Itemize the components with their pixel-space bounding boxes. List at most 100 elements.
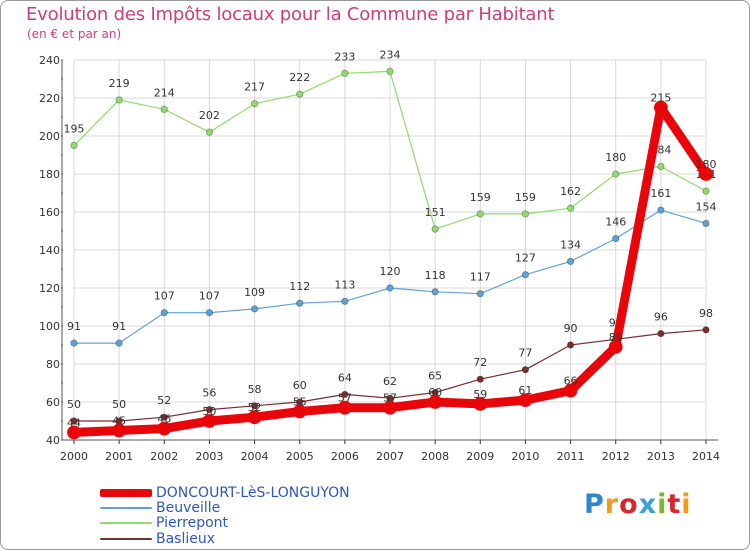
data-label-beuveille: 120 xyxy=(380,265,401,278)
data-label-baslieux: 56 xyxy=(202,387,216,400)
legend-item-baslieux: Baslieux xyxy=(100,531,215,547)
data-label-beuveille: 118 xyxy=(425,269,446,282)
data-label-pierrepont: 151 xyxy=(425,206,446,219)
data-label-baslieux: 96 xyxy=(654,311,668,324)
logo-letter: r xyxy=(604,489,620,520)
data-label-beuveille: 112 xyxy=(289,280,310,293)
data-point-beuveille xyxy=(657,206,665,214)
data-label-beuveille: 134 xyxy=(560,238,581,251)
data-label-doncourt: 52 xyxy=(248,401,262,414)
data-point-beuveille xyxy=(702,219,710,227)
data-point-doncourt xyxy=(157,421,172,436)
data-label-baslieux: 50 xyxy=(112,398,126,411)
legend-item-pierrepont: Pierrepont xyxy=(100,515,228,531)
data-label-beuveille: 117 xyxy=(470,271,491,284)
data-point-doncourt xyxy=(112,423,127,438)
x-tick-label: 2006 xyxy=(331,450,359,463)
data-label-pierrepont: 233 xyxy=(334,50,355,63)
proxiti-logo: Proxiti xyxy=(584,489,692,520)
data-label-pierrepont: 162 xyxy=(560,185,581,198)
data-label-beuveille: 161 xyxy=(650,187,671,200)
data-point-doncourt xyxy=(608,339,623,354)
x-tick-label: 2001 xyxy=(105,450,133,463)
y-tick-label: 240 xyxy=(39,54,60,67)
data-label-baslieux: 60 xyxy=(293,379,307,392)
data-point-beuveille xyxy=(386,284,394,292)
chart-title: Evolution des Impôts locaux pour la Comm… xyxy=(26,4,555,25)
data-label-beuveille: 91 xyxy=(112,320,126,333)
data-point-doncourt xyxy=(383,400,397,415)
x-tick-label: 2007 xyxy=(376,450,404,463)
data-point-pierrepont xyxy=(476,210,484,218)
logo-letter: t xyxy=(667,489,682,520)
legend-label-beuveille: Beuveille xyxy=(156,500,221,516)
data-point-baslieux xyxy=(250,402,259,410)
data-label-pierrepont: 180 xyxy=(605,151,626,164)
data-label-doncourt: 44 xyxy=(67,416,81,429)
data-label-pierrepont: 159 xyxy=(470,191,491,204)
data-label-doncourt: 46 xyxy=(157,413,171,426)
logo-letter: x xyxy=(638,489,658,520)
data-label-doncourt: 66 xyxy=(564,375,578,388)
data-point-pierrepont xyxy=(205,128,214,136)
data-label-beuveille: 113 xyxy=(334,278,355,291)
series-beuveille: 91 91 107 107 109 112 113 120 118 117 127 134 146 161… xyxy=(67,187,717,347)
x-tick-label: 2010 xyxy=(511,450,539,463)
data-label-beuveille: 127 xyxy=(515,252,536,265)
y-tick-label: 120 xyxy=(39,282,60,295)
logo-letter: i xyxy=(681,489,692,520)
data-label-pierrepont: 217 xyxy=(244,81,265,94)
data-point-doncourt xyxy=(563,383,578,398)
legend-swatch-beuveille xyxy=(100,507,152,509)
data-label-doncourt: 60 xyxy=(428,386,442,399)
data-label-beuveille: 154 xyxy=(696,200,717,213)
y-tick-label: 220 xyxy=(39,92,60,105)
data-label-pierrepont: 214 xyxy=(154,86,175,99)
data-point-doncourt xyxy=(247,410,262,425)
logo-letter: i xyxy=(657,489,668,520)
x-tick-label: 2014 xyxy=(692,450,720,463)
data-label-doncourt: 180 xyxy=(696,158,717,171)
data-point-beuveille xyxy=(521,271,530,279)
x-tick-label: 2003 xyxy=(195,450,223,463)
data-label-doncourt: 57 xyxy=(338,392,352,405)
grid: 40 60 80 100 120 140 160 180 200 220 240 2000 2001 20… xyxy=(39,54,720,463)
data-label-doncourt: 215 xyxy=(650,92,671,105)
data-label-beuveille: 109 xyxy=(244,286,265,299)
data-point-pierrepont xyxy=(612,170,620,178)
data-point-beuveille xyxy=(205,309,214,317)
chart-subtitle: (en € et par an) xyxy=(27,27,122,41)
data-point-pierrepont xyxy=(250,100,259,108)
data-point-doncourt xyxy=(699,167,713,181)
legend-label-doncourt: DONCOURT-LèS-LONGUYON xyxy=(156,485,350,501)
data-point-pierrepont xyxy=(521,210,530,218)
y-tick-label: 40 xyxy=(46,434,60,447)
data-point-pierrepont xyxy=(115,96,123,104)
data-point-beuveille xyxy=(431,288,439,296)
data-label-baslieux: 72 xyxy=(473,356,487,369)
data-point-pierrepont xyxy=(431,225,439,233)
y-tick-label: 100 xyxy=(39,320,60,333)
data-point-beuveille xyxy=(70,339,78,347)
data-point-beuveille xyxy=(476,290,484,298)
legend-item-beuveille: Beuveille xyxy=(100,500,220,516)
data-point-doncourt xyxy=(473,396,488,411)
data-point-beuveille xyxy=(296,299,304,307)
x-tick-label: 2002 xyxy=(150,450,178,463)
data-label-beuveille: 107 xyxy=(199,290,220,303)
data-label-baslieux: 90 xyxy=(564,322,578,335)
y-tick-label: 80 xyxy=(46,358,60,371)
data-label-pierrepont: 219 xyxy=(109,77,130,90)
x-tick-label: 2008 xyxy=(421,450,449,463)
logo-letter: P xyxy=(584,489,605,520)
data-point-pierrepont xyxy=(566,204,575,212)
data-point-pierrepont xyxy=(160,105,168,114)
data-point-doncourt xyxy=(428,395,443,409)
data-point-pierrepont xyxy=(70,141,78,150)
data-point-pierrepont xyxy=(296,90,304,98)
data-label-doncourt: 59 xyxy=(473,388,487,401)
logo-letter: o xyxy=(619,489,639,520)
data-point-baslieux xyxy=(341,390,349,398)
data-label-pierrepont: 222 xyxy=(289,71,310,84)
